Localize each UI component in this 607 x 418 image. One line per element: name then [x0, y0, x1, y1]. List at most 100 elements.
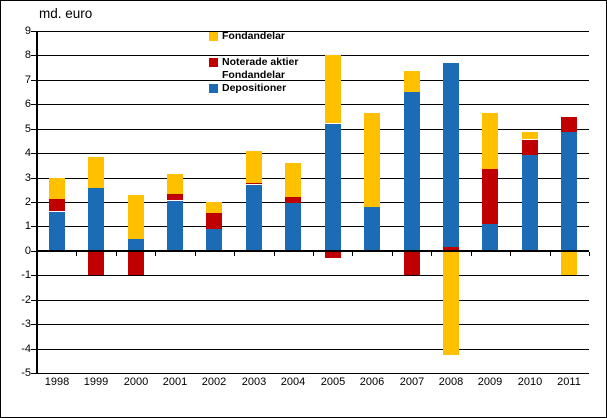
gridline: [37, 373, 589, 374]
y-tick-label: 1: [24, 220, 31, 232]
bar-segment: [206, 229, 222, 251]
bar-segment: [482, 224, 498, 251]
legend-label-noterade-aktier-line2: Fondandelar: [222, 69, 286, 81]
gridline: [37, 324, 589, 325]
legend-item-noterade-aktier: Noterade aktier: [209, 56, 298, 69]
bar-segment: [325, 251, 341, 258]
bar-segment: [88, 157, 104, 188]
gridline: [37, 129, 589, 130]
x-tick-label: 2006: [359, 376, 385, 388]
y-tick-label: 0: [24, 245, 31, 257]
bar-segment: [325, 55, 341, 123]
bar-segment: [522, 132, 538, 139]
bar-segment: [522, 140, 538, 155]
bar-segment: [206, 202, 222, 213]
bar-segment: [482, 113, 498, 169]
y-tick-label: -3: [21, 318, 31, 330]
bar-segment: [443, 247, 459, 251]
gridline: [37, 178, 589, 179]
x-tick-label: 2005: [320, 376, 346, 388]
x-tick-label: 2004: [280, 376, 306, 388]
x-tick-label: 2001: [162, 376, 188, 388]
bar-segment: [206, 213, 222, 229]
legend-label-noterade-aktier: Noterade aktier: [222, 56, 299, 68]
gridline: [37, 275, 589, 276]
bar-segment: [325, 124, 341, 251]
x-tick-label: 2000: [123, 376, 149, 388]
bar-segment: [49, 212, 65, 251]
y-axis-tick: [31, 129, 36, 130]
x-axis-tick: [471, 252, 472, 256]
legend-item-noterade-aktier-line2: Fondandelar: [209, 69, 298, 82]
bar-segment: [443, 251, 459, 355]
bar-segment: [128, 251, 144, 275]
y-tick-label: 9: [24, 25, 31, 37]
x-axis-tick: [550, 252, 551, 256]
x-axis-tick: [76, 252, 77, 256]
bar-segment: [561, 131, 577, 251]
bar-segment: [246, 151, 262, 183]
bar-segment: [443, 63, 459, 247]
x-axis-tick: [352, 252, 353, 256]
legend-label-fondandelar: Fondandelar: [222, 30, 286, 42]
legend-swatch-noterade-aktier-icon: [209, 58, 218, 67]
y-axis-tick: [31, 226, 36, 227]
legend-swatch-fondandelar-icon: [209, 32, 218, 41]
x-axis-tick: [155, 252, 156, 256]
y-axis-tick: [31, 251, 36, 252]
bar-segment: [404, 71, 420, 92]
y-tick-label: -5: [21, 367, 31, 379]
bar-segment: [167, 201, 183, 251]
x-tick-label: 2007: [399, 376, 425, 388]
bar-segment: [285, 163, 301, 197]
bar-segment: [561, 117, 577, 132]
x-tick-label: 2003: [241, 376, 267, 388]
legend-item-fondandelar: Fondandelar: [209, 30, 298, 43]
y-tick-label: 3: [24, 172, 31, 184]
gridline: [37, 31, 589, 32]
x-axis-tick: [313, 252, 314, 256]
y-tick-label: 2: [24, 196, 31, 208]
y-axis-tick: [31, 349, 36, 350]
x-tick-label: 2010: [517, 376, 543, 388]
x-tick-label: 2002: [201, 376, 227, 388]
chart-title: md. euro: [39, 6, 93, 21]
x-tick-label: 2008: [438, 376, 464, 388]
bar-segment: [49, 178, 65, 199]
y-tick-label: 6: [24, 98, 31, 110]
gridline: [37, 300, 589, 301]
legend-item-depositioner: Depositioner: [209, 82, 298, 95]
bar-segment: [246, 182, 262, 184]
y-tick-label: 7: [24, 74, 31, 86]
x-axis-tick: [234, 252, 235, 256]
y-axis-tick: [31, 178, 36, 179]
gridline: [37, 226, 589, 227]
y-axis-tick: [31, 202, 36, 203]
bar-segment: [404, 251, 420, 275]
legend: Fondandelar Noterade aktier Fondandelar …: [209, 30, 298, 95]
bar-segment: [128, 239, 144, 251]
y-axis-tick: [31, 31, 36, 32]
y-axis-tick: [31, 153, 36, 154]
y-axis-tick: [31, 300, 36, 301]
bar-segment: [522, 154, 538, 250]
bar-segment: [364, 207, 380, 251]
bar-segment: [246, 185, 262, 251]
legend-swatch-depositioner-icon: [209, 84, 218, 93]
y-axis-tick: [31, 324, 36, 325]
y-tick-label: 8: [24, 49, 31, 61]
y-axis-tick: [31, 104, 36, 105]
y-axis-tick: [31, 80, 36, 81]
gridline: [37, 80, 589, 81]
y-tick-label: -2: [21, 294, 31, 306]
y-tick-label: 4: [24, 147, 31, 159]
zero-axis-line: [37, 250, 589, 252]
x-tick-label: 2009: [477, 376, 503, 388]
x-axis-tick: [431, 252, 432, 256]
gridline: [37, 202, 589, 203]
gridline: [37, 55, 589, 56]
x-tick-label: 2011: [557, 376, 581, 388]
y-tick-label: -4: [21, 343, 31, 355]
y-axis-tick: [31, 55, 36, 56]
